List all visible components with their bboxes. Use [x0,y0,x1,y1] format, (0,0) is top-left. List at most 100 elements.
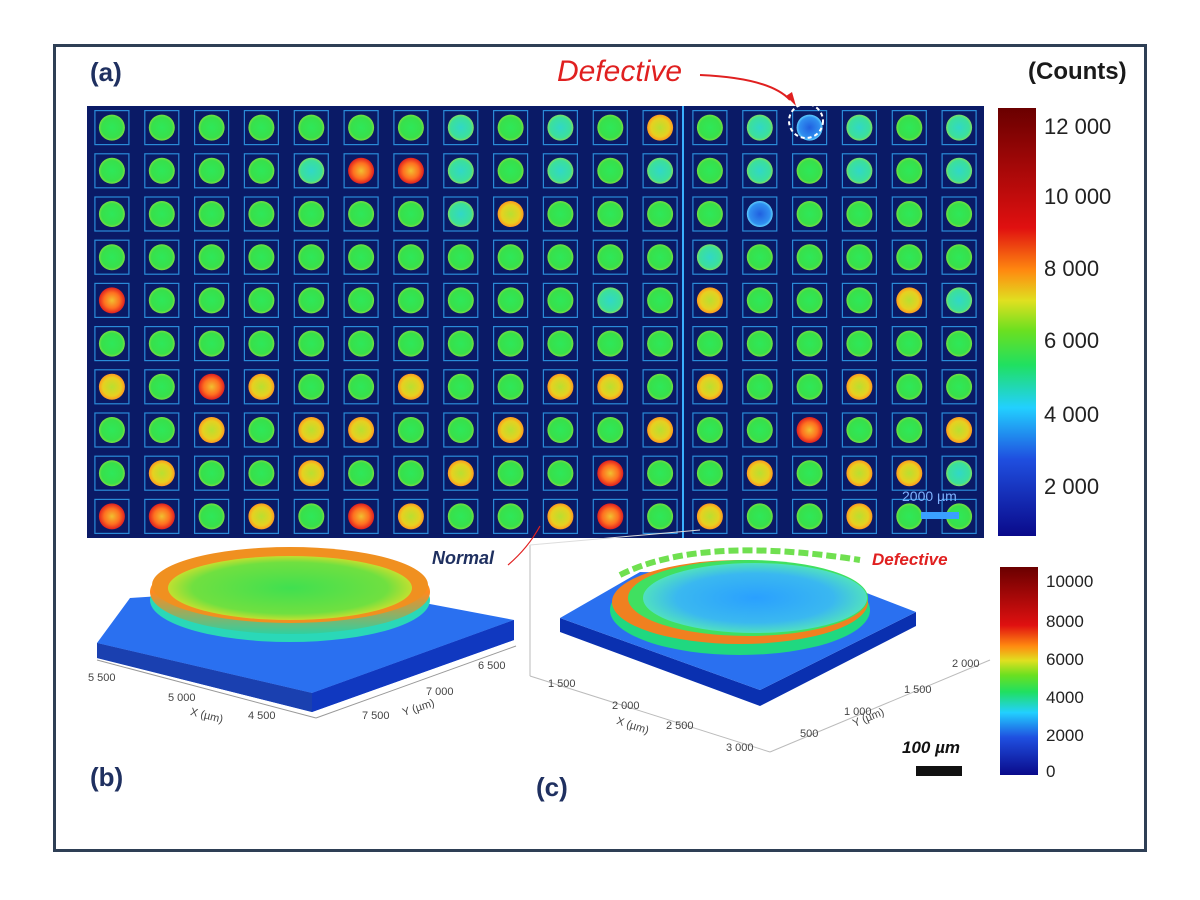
pixel-frame [542,109,579,146]
pixel-frame [941,412,977,448]
pixel-frame [343,196,379,232]
plot-b-y-tick: 7 500 [362,710,390,722]
colorbar-title: (Counts) [1028,58,1127,85]
pixel-frame [94,326,130,362]
pixel-frame [293,369,329,405]
pixel-frame [891,239,927,275]
pixel-dot [298,244,325,271]
pixel-frame [293,455,329,491]
pixel-frame [742,326,778,362]
pixel-dot [597,330,624,357]
pixel-frame [742,282,778,318]
pixel-frame [542,153,579,189]
pixel-frame [493,498,529,534]
pixel-dot [946,157,973,184]
pixel-dot [298,157,325,184]
pixel-dot [746,201,773,227]
colorbar-bc-tick: 2000 [1046,726,1084,745]
pixel-dot [148,330,175,357]
panel-label-a: (a) [90,57,122,87]
pixel-dot [148,460,175,487]
pixel-dot [248,460,275,487]
pixel-frame [94,153,130,189]
pixel-dot [746,503,773,530]
map-scale-bar [921,512,959,519]
pixel-dot [547,330,574,357]
pixel-dot [696,373,723,400]
pixel-frame [393,239,429,275]
pixel-dot [597,460,624,487]
pixel-dot [796,244,823,271]
pixel-dot [298,503,325,530]
pixel-dot [547,244,574,271]
pixel-frame [891,455,927,491]
pixel-dot [896,330,923,357]
pixel-frame [493,369,529,405]
plot-c-x-tick: 2 500 [666,720,694,732]
pixel-dot [98,373,125,400]
pixel-frame [742,196,778,232]
plot-c-y-tick: 500 [800,728,819,740]
pixel-frame [194,153,230,189]
pixel-frame [493,455,529,491]
pixel-frame [443,326,479,362]
pixel-dot [896,157,923,184]
pixel-frame [692,412,728,448]
pixel-dot [298,287,325,314]
pixel-dot [397,201,424,227]
pixel-dot [896,244,923,271]
pixel-frame [243,153,279,189]
pixel-dot [647,201,674,227]
pixel-dot [497,157,524,184]
pixel-dot [896,287,923,314]
pixel-frame [393,498,429,534]
pixel-dot [397,460,424,487]
pixel-dot [98,460,125,487]
pixel-frame [443,153,479,189]
defective-label-top: Defective [557,55,683,88]
pixel-dot [397,503,424,530]
pixel-frame [841,369,878,405]
pixel-frame [443,109,479,146]
pixel-dot [547,114,574,141]
pixel-dot [696,201,723,227]
pixel-dot [696,460,723,487]
pixel-frame [742,412,778,448]
pixel-frame [941,282,977,318]
pixel-dot [746,114,773,141]
plot-b-x-tick: 5 000 [168,692,196,704]
pixel-dot [447,330,474,357]
pixel-dot [846,460,873,487]
pixel-frame [293,282,329,318]
pixel-dot [647,503,674,530]
pixel-frame [692,326,728,362]
pixel-dot [198,244,225,271]
pixel-dot [447,417,474,443]
pixel-dot [348,244,375,271]
pixel-dot [746,373,773,400]
pixel-dot [796,503,823,530]
pixel-dot [248,114,275,141]
defective-arrow [699,74,791,101]
pixel-dot [397,330,424,357]
pixel-frame [791,196,828,232]
pixel-frame [293,326,329,362]
pixel-dot [647,244,674,271]
pixel-dot [796,201,823,227]
pixel-frame [891,412,927,448]
pixel-frame [891,109,927,146]
pixel-frame [144,412,180,448]
pixel-frame [941,153,977,189]
surface-plot-c [529,529,991,753]
pixel-frame [393,196,429,232]
pixel-frame [642,239,678,275]
pixel-dot [946,460,973,487]
normal-connector [507,525,541,566]
pixel-dot [896,460,923,487]
pixel-frame [891,369,927,405]
pixel-dot [348,287,375,314]
pixel-dot [198,157,225,184]
pixel-frame [891,282,927,318]
plot-b-x-tick: 4 500 [248,710,276,722]
pixel-dot [796,157,823,184]
